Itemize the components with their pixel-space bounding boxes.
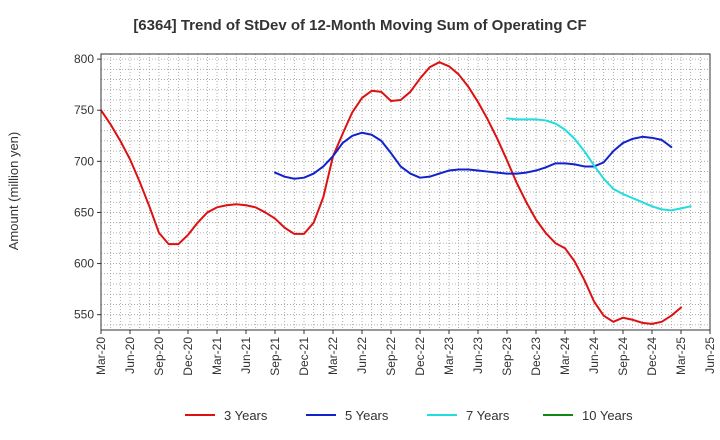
y-tick-label: 700 (74, 154, 94, 168)
x-tick-label: Mar-25 (674, 337, 688, 375)
series-line-7-years (506, 117, 692, 212)
x-tick-label: Mar-20 (94, 337, 108, 375)
series-line-5-years (274, 131, 673, 180)
x-tick-label: Jun-25 (703, 337, 717, 374)
x-tick-label: Jun-24 (587, 337, 601, 374)
chart-title: [6364] Trend of StDev of 12-Month Moving… (133, 17, 586, 34)
x-tick-label: Mar-23 (442, 337, 456, 375)
x-tick-label: Jun-21 (239, 337, 253, 374)
y-tick-label: 800 (74, 52, 94, 66)
x-tick-label: Mar-21 (210, 337, 224, 375)
plot-area (100, 53, 711, 331)
x-tick-label: Mar-22 (326, 337, 340, 375)
x-tick-label: Dec-21 (297, 337, 311, 376)
y-axis-label: Amount (million yen) (6, 132, 21, 251)
x-tick-label: Dec-22 (413, 337, 427, 376)
legend-label: 10 Years (582, 408, 633, 423)
x-tick-label: Jun-20 (123, 337, 137, 374)
x-tick-label: Dec-20 (181, 337, 195, 376)
x-tick-label: Dec-24 (645, 337, 659, 376)
x-tick-label: Mar-24 (558, 337, 572, 375)
y-tick-label: 750 (74, 103, 94, 117)
y-tick-label: 650 (74, 205, 94, 219)
legend-label: 7 Years (466, 408, 510, 423)
x-tick-label: Sep-20 (152, 337, 166, 376)
x-tick-label: Dec-23 (529, 337, 543, 376)
x-tick-label: Sep-22 (384, 337, 398, 376)
x-tick-label: Jun-22 (355, 337, 369, 374)
y-tick-label: 550 (74, 308, 94, 322)
x-tick-label: Sep-21 (268, 337, 282, 376)
grid (101, 54, 710, 330)
legend: 3 Years 5 Years 7 Years 10 Years (185, 408, 633, 423)
x-tick-label: Sep-23 (500, 337, 514, 376)
legend-label: 5 Years (345, 408, 389, 423)
series-line-3-years (100, 61, 682, 325)
x-axis-ticks: Mar-20 Jun-20 Sep-20 Dec-20 Mar-21 Jun-21 Sep-… (94, 330, 717, 376)
y-axis-ticks: 550 600 650 700 750 800 (74, 52, 101, 322)
legend-label: 3 Years (224, 408, 268, 423)
plot-border (100, 53, 711, 331)
x-tick-label: Sep-24 (616, 337, 630, 376)
series-lines (100, 61, 692, 325)
x-tick-label: Jun-23 (471, 337, 485, 374)
y-tick-label: 600 (74, 257, 94, 271)
